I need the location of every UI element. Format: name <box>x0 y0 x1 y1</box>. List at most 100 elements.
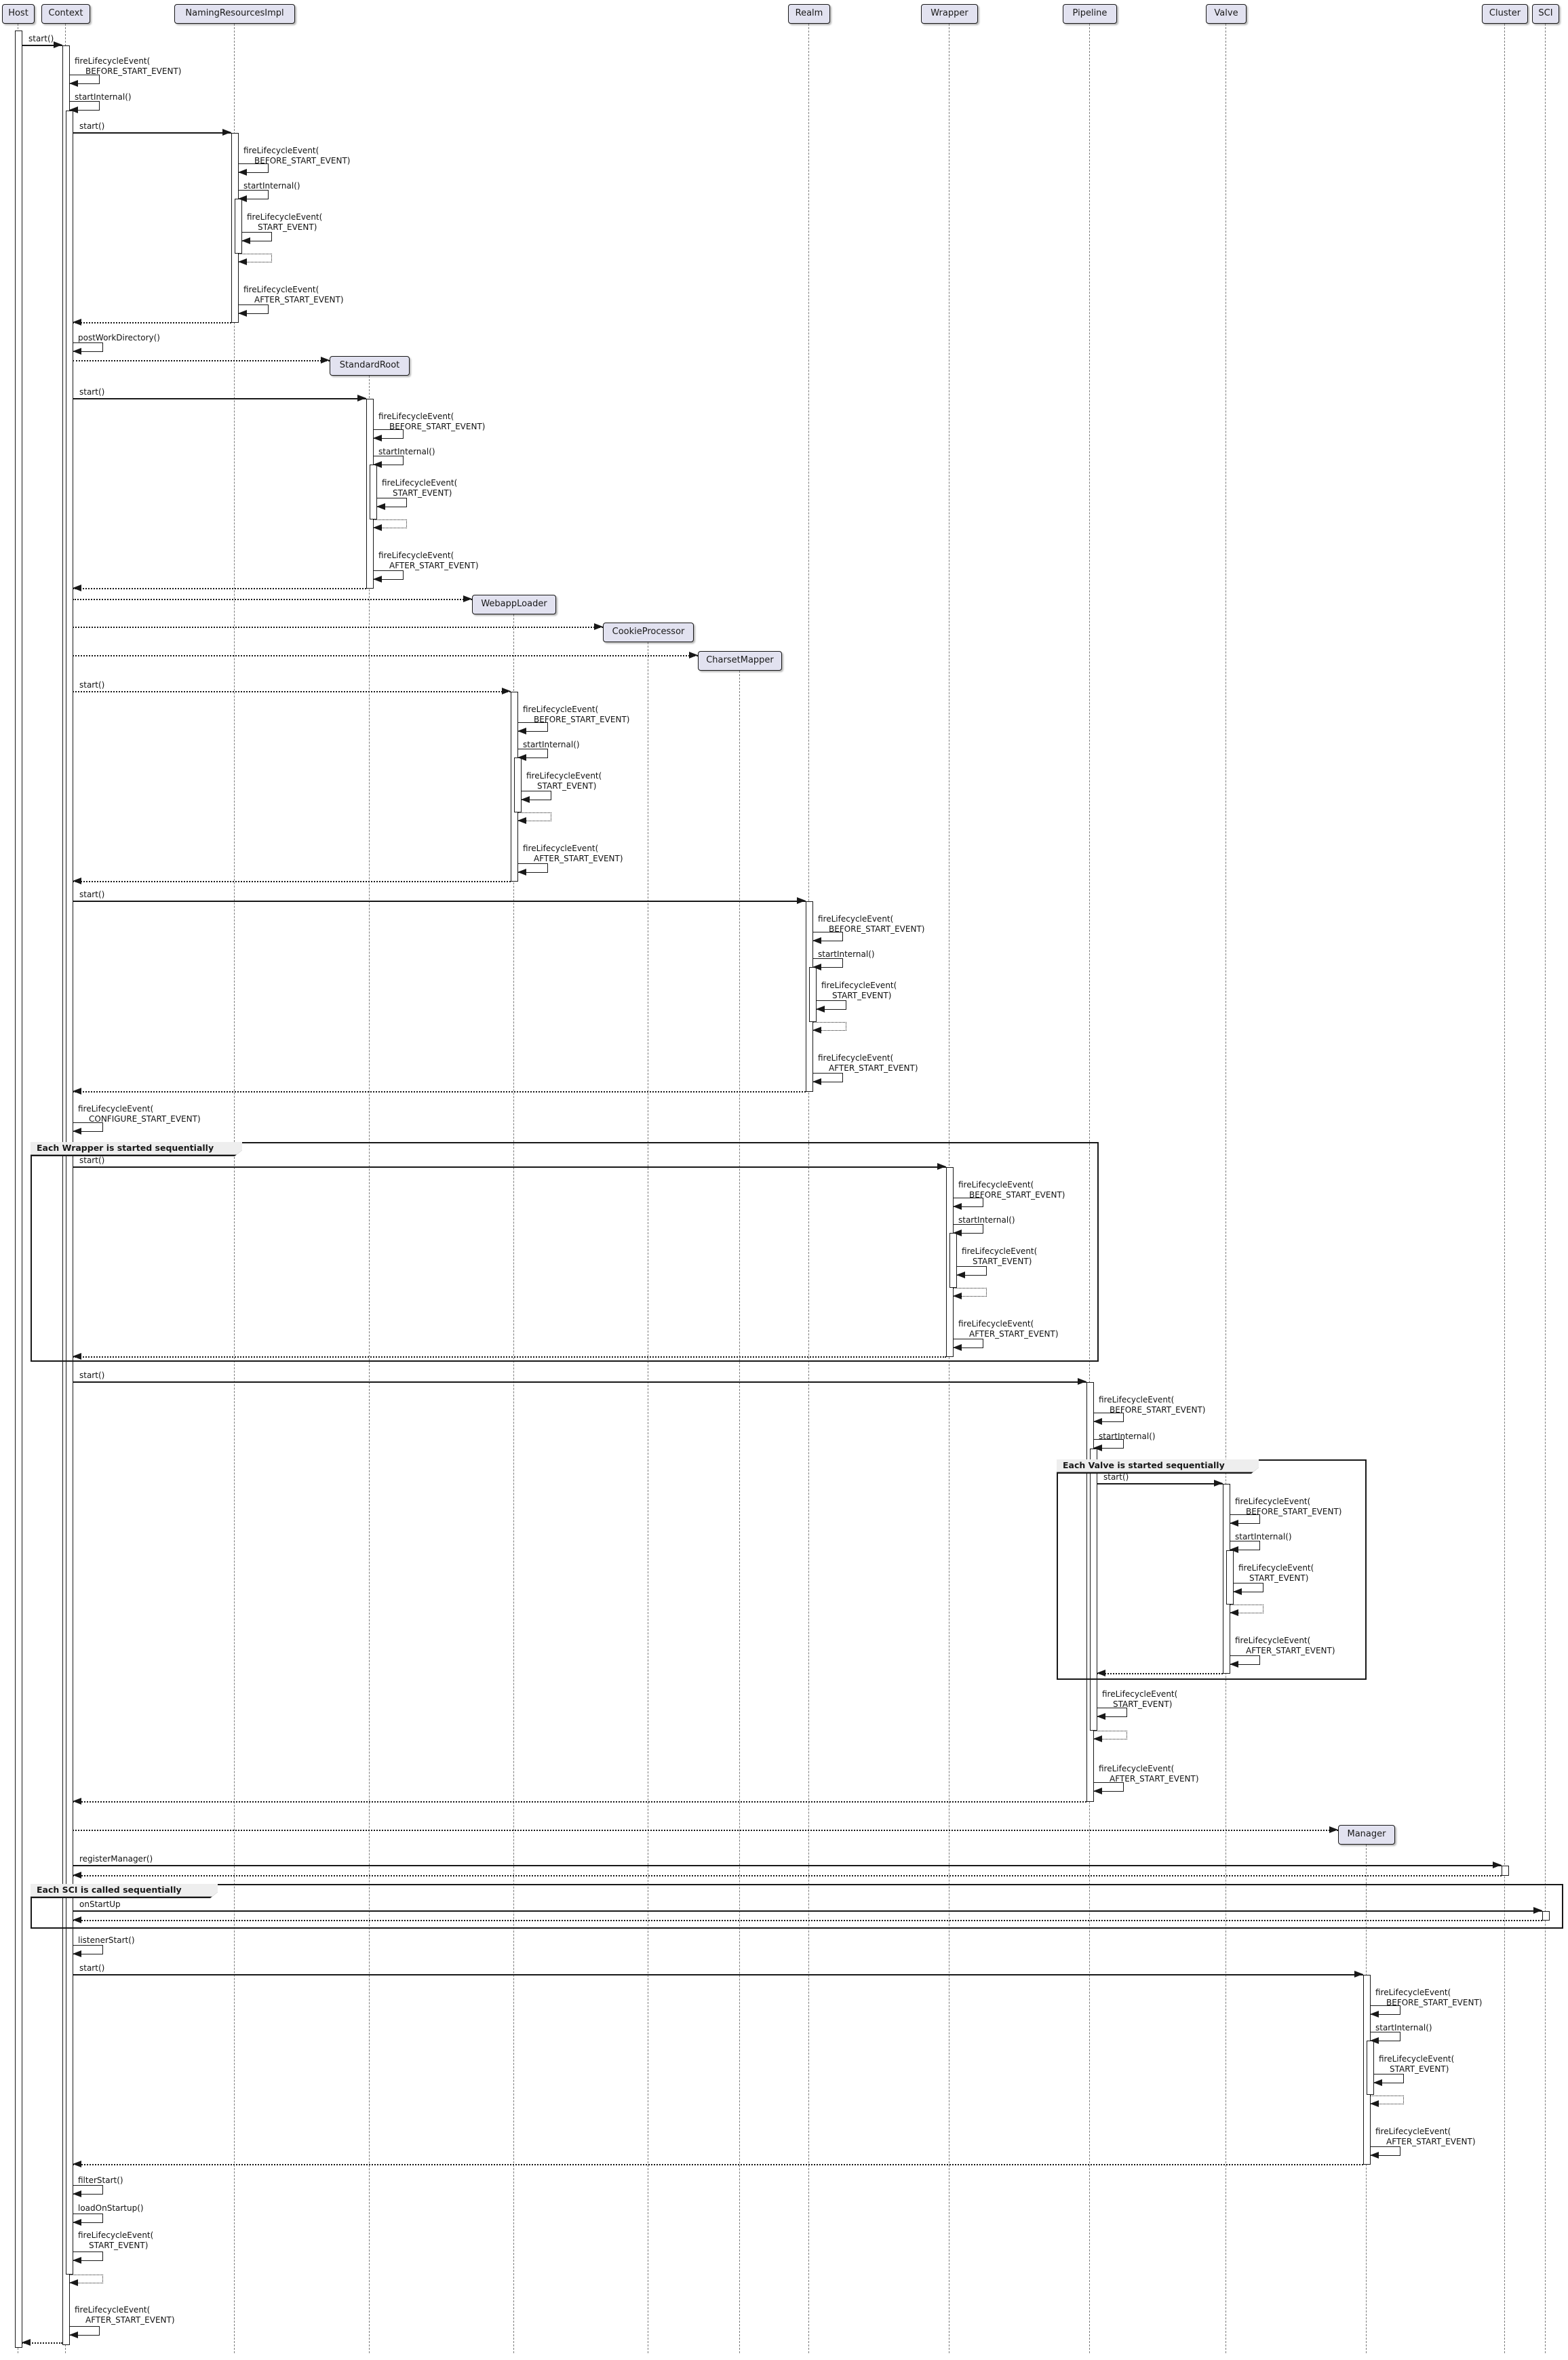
nri-self-call <box>238 304 269 314</box>
pipeline-to-valve-call <box>1097 1483 1223 1484</box>
standardroot-to-context-return <box>73 588 366 589</box>
participant-realm: Realm <box>788 4 830 24</box>
webapploader-self-call <box>517 722 548 732</box>
arrowhead-left-icon <box>73 1128 81 1135</box>
context-to-realm-call <box>73 901 806 902</box>
arrowhead-right-icon <box>1078 1378 1086 1385</box>
wrapper-self-call-label: AFTER_START_EVENT) <box>969 1329 1059 1339</box>
manager-self-call <box>1370 2005 1400 2015</box>
webapploader-self-call-label: fireLifecycleEvent( <box>526 771 602 781</box>
arrowhead-left-icon <box>73 2190 81 2197</box>
webapploader-self-call-label: BEFORE_START_EVENT) <box>534 715 630 724</box>
arrowhead-left-icon <box>373 524 382 531</box>
standardroot-self-call-label: START_EVENT) <box>393 488 452 498</box>
valve-self-return <box>1230 1605 1263 1613</box>
pipeline-self-call-label: BEFORE_START_EVENT) <box>1110 1405 1206 1415</box>
context-to-manager-call <box>73 1974 1363 1975</box>
webapploader-self-call-label: fireLifecycleEvent( <box>523 844 599 853</box>
standardroot-self-call-label: fireLifecycleEvent( <box>378 412 454 421</box>
arrowhead-right-icon <box>1214 1480 1223 1487</box>
nri-self-return <box>238 254 272 262</box>
context-to-nri-call-label: start() <box>79 121 105 131</box>
manager-self-call-label: startInternal() <box>1375 2023 1432 2032</box>
webapploader-self-return <box>517 812 551 821</box>
context-to-pipeline-call-label: start() <box>79 1371 105 1380</box>
arrowhead-left-icon <box>521 796 530 803</box>
context-to-cluster-call-label: registerManager() <box>79 1854 153 1864</box>
context-to-wrapper-call-label: start() <box>79 1156 105 1165</box>
arrowhead-right-icon <box>502 688 511 694</box>
pipeline-self-call <box>1093 1782 1124 1792</box>
arrowhead-left-icon <box>517 817 526 824</box>
arrowhead-right-icon <box>222 129 231 136</box>
manager-self-call-label: fireLifecycleEvent( <box>1375 2127 1451 2136</box>
arrowhead-left-icon <box>812 1078 821 1085</box>
arrowhead-left-icon <box>69 2332 78 2338</box>
manager-self-call <box>1370 2032 1400 2041</box>
arrowhead-left-icon <box>69 2279 78 2286</box>
standardroot-self-call-label: fireLifecycleEvent( <box>378 551 454 560</box>
arrowhead-left-icon <box>1230 1661 1238 1668</box>
wrapper-self-call-label: fireLifecycleEvent( <box>958 1180 1034 1189</box>
participant-valve: Valve <box>1206 4 1247 24</box>
pipeline-self-call-label: fireLifecycleEvent( <box>1099 1395 1175 1404</box>
arrowhead-left-icon <box>1370 2152 1379 2159</box>
participant-standardroot: StandardRoot <box>330 356 410 376</box>
webapploader-activation <box>514 758 522 812</box>
host-activation <box>15 31 22 2348</box>
host-to-context-call <box>22 45 62 46</box>
manager-self-call <box>1373 2074 1404 2083</box>
context-self-call <box>69 101 100 111</box>
valve-self-call <box>1233 1583 1263 1592</box>
wrapper-to-context-return <box>73 1356 946 1358</box>
manager-self-call-label: fireLifecycleEvent( <box>1375 1988 1451 1997</box>
context-creates-webapploader <box>73 599 472 600</box>
nri-self-call-label: startInternal() <box>243 181 300 191</box>
arrowhead-left-icon <box>1370 2037 1379 2044</box>
webapploader-self-call <box>517 749 548 758</box>
sci-activation <box>1542 1911 1550 1921</box>
nri-self-call <box>238 190 269 199</box>
valve-self-call-label: AFTER_START_EVENT) <box>1246 1646 1335 1655</box>
context-self-call-label: fireLifecycleEvent( <box>78 2230 154 2240</box>
nri-activation <box>235 199 242 254</box>
arrowhead-left-icon <box>953 1203 962 1210</box>
participant-context: Context <box>41 4 90 24</box>
realm-activation <box>809 967 817 1022</box>
arrowhead-left-icon <box>238 195 247 202</box>
context-to-host-return <box>22 2342 62 2344</box>
participant-nri: NamingResourcesImpl <box>174 4 295 24</box>
context-to-sci-call-label: onStartUp <box>79 1900 121 1909</box>
context-self-call-label: fireLifecycleEvent( <box>75 56 151 66</box>
nri-lifeline <box>234 24 235 2353</box>
arrowhead-left-icon <box>73 319 81 326</box>
nri-self-call-label: START_EVENT) <box>258 222 317 232</box>
webapploader-self-call-label: START_EVENT) <box>537 781 597 791</box>
context-self-call-label: startInternal() <box>75 92 132 102</box>
wrapper-loop-frame-label: Each Wrapper is started sequentially <box>31 1142 242 1156</box>
pipeline-self-call <box>1093 1413 1124 1422</box>
arrowhead-left-icon <box>69 80 78 87</box>
sci-loop-frame-label: Each SCI is called sequentially <box>31 1884 218 1898</box>
arrowhead-left-icon <box>956 1272 965 1278</box>
arrowhead-left-icon <box>373 576 382 583</box>
manager-to-context-return <box>73 2164 1363 2165</box>
wrapper-self-call <box>953 1224 983 1234</box>
context-self-call <box>69 75 100 84</box>
participant-pipeline: Pipeline <box>1063 4 1117 24</box>
nri-self-call-label: AFTER_START_EVENT) <box>254 295 344 304</box>
arrowhead-left-icon <box>73 2161 81 2167</box>
context-self-call-label: fireLifecycleEvent( <box>78 1104 154 1114</box>
nri-self-call-label: fireLifecycleEvent( <box>243 285 319 294</box>
arrowhead-left-icon <box>1233 1588 1242 1595</box>
participant-host: Host <box>2 4 35 24</box>
standardroot-self-call <box>376 498 407 507</box>
sci-loop-frame-label-text: Each SCI is called sequentially <box>31 1884 222 1897</box>
arrowhead-left-icon <box>73 1798 81 1805</box>
sci-to-context-return <box>73 1920 1542 1921</box>
arrowhead-left-icon <box>73 1353 81 1360</box>
context-self-call-label: CONFIGURE_START_EVENT) <box>89 1114 201 1124</box>
arrowhead-right-icon <box>463 595 472 602</box>
context-to-sci-call <box>73 1910 1542 1912</box>
